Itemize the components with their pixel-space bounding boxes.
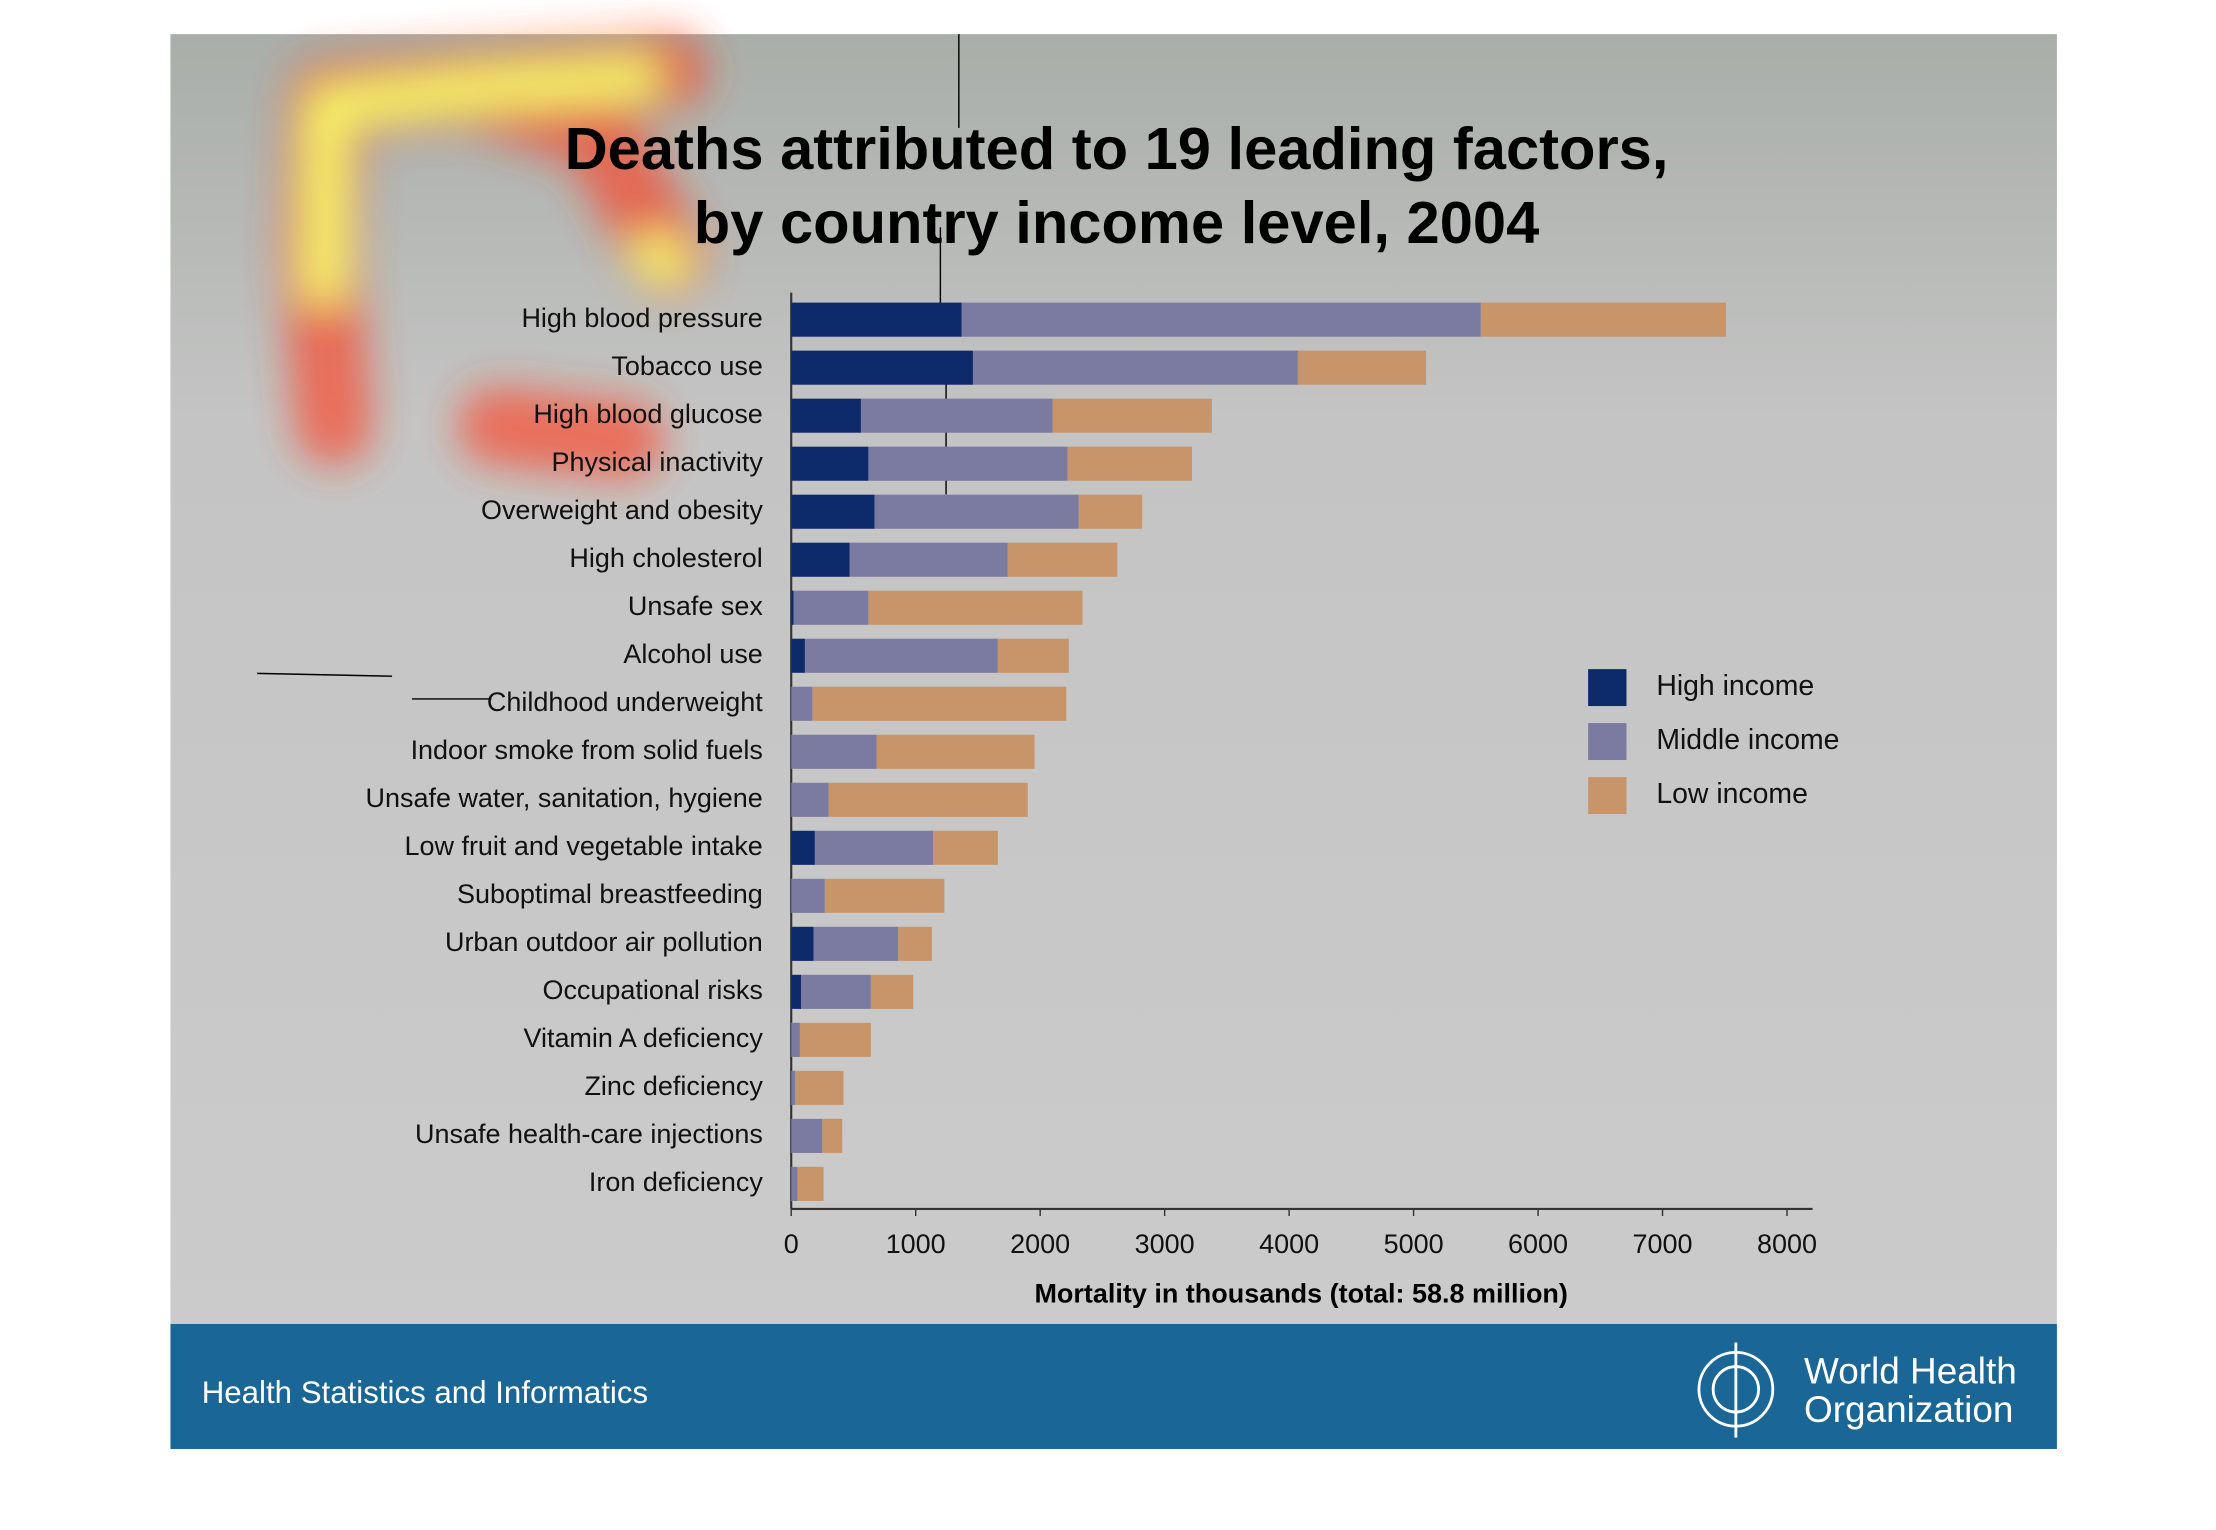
category-label: Vitamin A deficiency — [523, 1023, 763, 1053]
bar-segment — [868, 446, 1068, 481]
bar-segment — [791, 686, 813, 721]
category-label: Childhood underweight — [487, 687, 763, 717]
legend-label: High income — [1656, 670, 1814, 702]
category-label: High cholesterol — [569, 543, 762, 573]
x-tick-label: 3000 — [1135, 1229, 1195, 1259]
legend-swatch — [1588, 669, 1627, 707]
bar-segment — [933, 830, 998, 865]
bar-segment — [898, 926, 932, 961]
bar-segment — [961, 302, 1481, 337]
bar-segment — [1297, 350, 1427, 385]
x-tick-label: 2000 — [1010, 1229, 1070, 1259]
category-label: High blood glucose — [533, 399, 762, 429]
bar-segment — [814, 830, 934, 865]
legend-label: Low income — [1656, 778, 1808, 810]
legend-swatch — [1588, 777, 1627, 815]
x-tick-label: 7000 — [1633, 1229, 1693, 1259]
bar-segment — [828, 782, 1028, 817]
x-tick-label: 6000 — [1508, 1229, 1568, 1259]
category-label: Urban outdoor air pollution — [445, 927, 763, 957]
chart-title: Deaths attributed to 19 leading factors, — [565, 115, 1669, 182]
slide-background — [170, 34, 2057, 1324]
bar-segment — [824, 878, 945, 913]
category-label: Low fruit and vegetable intake — [404, 831, 762, 861]
bar-segment — [804, 638, 998, 673]
bar-segment — [797, 1166, 824, 1201]
bar-segment — [813, 926, 899, 961]
category-label: Physical inactivity — [551, 447, 763, 477]
x-axis-label: Mortality in thousands (total: 58.8 mill… — [1034, 1279, 1567, 1309]
artifact-line — [257, 672, 393, 677]
bar-segment — [791, 830, 815, 865]
category-label: Iron deficiency — [589, 1167, 763, 1197]
category-label: High blood pressure — [521, 303, 762, 333]
bar-segment — [1078, 494, 1143, 529]
bar-segment — [791, 446, 869, 481]
bar-segment — [791, 590, 794, 625]
bar-segment — [791, 1166, 798, 1201]
category-label: Unsafe water, sanitation, hygiene — [366, 783, 763, 813]
bar-segment — [1067, 446, 1193, 481]
x-tick-label: 0 — [784, 1229, 799, 1259]
bar-segment — [791, 734, 877, 769]
x-tick-label: 5000 — [1384, 1229, 1444, 1259]
bar-segment — [791, 1118, 823, 1153]
bar-segment — [791, 398, 861, 433]
bar-segment — [1480, 302, 1727, 337]
category-label: Unsafe health-care injections — [415, 1119, 763, 1149]
category-label: Indoor smoke from solid fuels — [411, 735, 763, 765]
category-label: Alcohol use — [623, 639, 762, 669]
bar-segment — [791, 638, 805, 673]
bar-segment — [972, 350, 1298, 385]
bar-segment — [791, 302, 962, 337]
bar-segment — [876, 734, 1035, 769]
heatmap-overlay — [280, 32, 707, 480]
bar-segment — [791, 782, 829, 817]
bar-segment — [868, 590, 1083, 625]
bar-segment — [812, 686, 1067, 721]
bar-segment — [791, 878, 825, 913]
bar-segment — [1052, 398, 1212, 433]
bar-segment — [791, 1022, 800, 1057]
bar-segment — [791, 350, 973, 385]
bar-segment — [799, 1022, 871, 1057]
x-tick-label: 8000 — [1757, 1229, 1817, 1259]
footer-text: Health Statistics and Informatics — [202, 1375, 648, 1410]
bar-segment — [793, 590, 869, 625]
bar-segment — [791, 926, 814, 961]
who-logo — [1697, 1342, 1775, 1438]
legend-swatch — [1588, 723, 1627, 761]
bar-segment — [801, 974, 871, 1009]
category-label: Tobacco use — [611, 351, 762, 381]
footer-band — [170, 1323, 2057, 1449]
bar-segment — [791, 1070, 795, 1105]
x-tick-label: 1000 — [886, 1229, 946, 1259]
bar-segment — [870, 974, 914, 1009]
bar-segment — [860, 398, 1053, 433]
bar-segment — [791, 494, 875, 529]
bar-segment — [794, 1070, 844, 1105]
bar-segment — [849, 542, 1008, 577]
legend-label: Middle income — [1656, 724, 1839, 756]
logo-text: Organization — [1804, 1389, 2013, 1430]
bar-segment — [997, 638, 1069, 673]
category-label: Unsafe sex — [628, 591, 763, 621]
x-tick-label: 4000 — [1259, 1229, 1319, 1259]
bar-segment — [791, 974, 802, 1009]
logo-text: World Health — [1804, 1350, 2017, 1391]
bar-segment — [822, 1118, 843, 1153]
bar-segment — [874, 494, 1079, 529]
category-label: Zinc deficiency — [584, 1071, 763, 1101]
category-label: Occupational risks — [542, 975, 762, 1005]
category-label: Overweight and obesity — [481, 495, 763, 525]
bar-segment — [791, 542, 850, 577]
bar-segment — [1007, 542, 1118, 577]
chart-title: by country income level, 2004 — [694, 189, 1539, 256]
category-label: Suboptimal breastfeeding — [457, 879, 763, 909]
